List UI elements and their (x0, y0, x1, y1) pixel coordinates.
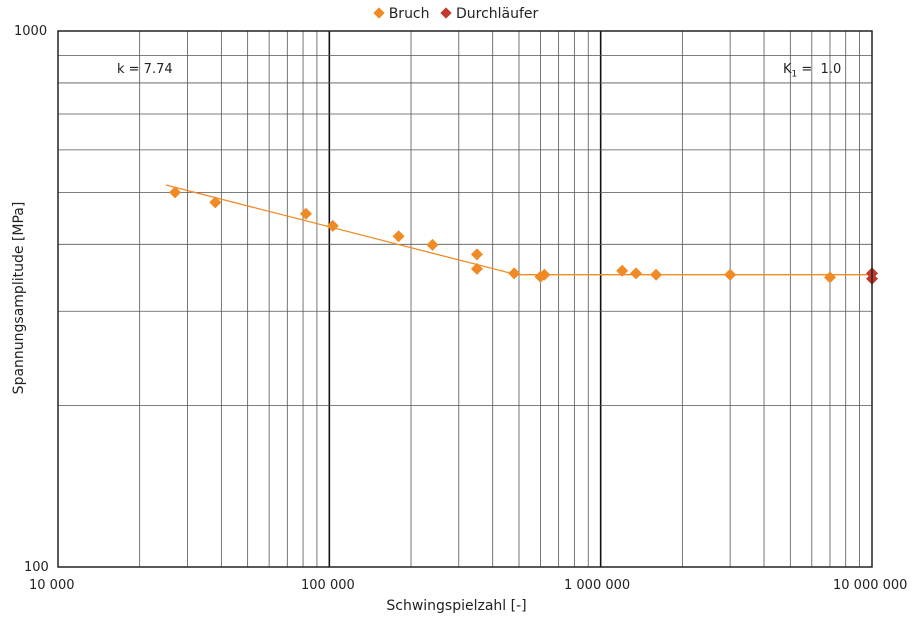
data-point-bruch-13 (650, 268, 663, 281)
grid-lines (58, 31, 872, 567)
data-point-bruch-11 (616, 264, 629, 277)
x-tick-label-100000: 100 000 (301, 578, 355, 593)
x-tick-label-1000000: 1 000 000 (564, 578, 631, 593)
k-annotation: k = 7.74 (117, 62, 173, 77)
data-point-bruch-4 (392, 230, 405, 243)
y-tick-label-100: 100 (24, 560, 49, 575)
data-point-bruch-0 (169, 186, 182, 199)
data-point-bruch-12 (630, 267, 643, 280)
legend-label-durchlaeufer: Durchläufer (455, 6, 539, 22)
data-point-bruch-7 (470, 262, 483, 275)
y-tick-label-1000: 1000 (14, 24, 48, 39)
data-point-bruch-10 (538, 268, 551, 281)
data-point-bruch-2 (299, 207, 312, 220)
x-axis-label: Schwingspielzahl [-] (386, 598, 527, 614)
data-point-bruch-8 (508, 267, 521, 280)
k1-symbol: K (783, 62, 792, 77)
k1-value: = 1.0 (797, 62, 842, 77)
legend-label-bruch: Bruch (388, 6, 430, 22)
k1-subscript: 1 (791, 69, 798, 80)
legend-marker-bruch (373, 7, 385, 19)
data-point-bruch-3 (326, 219, 339, 232)
legend-marker-durchlaeufer (440, 7, 452, 19)
data-point-bruch-15 (823, 271, 836, 284)
y-axis-label: Spannungsamplitude [MPa] (11, 201, 27, 395)
k1-annotation: K1 = 1.0 (783, 62, 841, 80)
legend: Bruch Durchläufer (0, 6, 913, 22)
data-points-layer (169, 186, 878, 285)
plot-frame (57, 30, 873, 568)
data-point-bruch-1 (209, 196, 222, 209)
data-point-bruch-6 (470, 248, 483, 261)
data-point-bruch-14 (724, 268, 737, 281)
legend-item-bruch: Bruch (373, 6, 430, 22)
x-tick-label-10000: 10 000 (29, 578, 75, 593)
data-point-bruch-5 (426, 238, 439, 251)
legend-item-durchlaeufer: Durchläufer (440, 6, 539, 22)
x-tick-label-10000000: 10 000 000 (833, 578, 908, 593)
